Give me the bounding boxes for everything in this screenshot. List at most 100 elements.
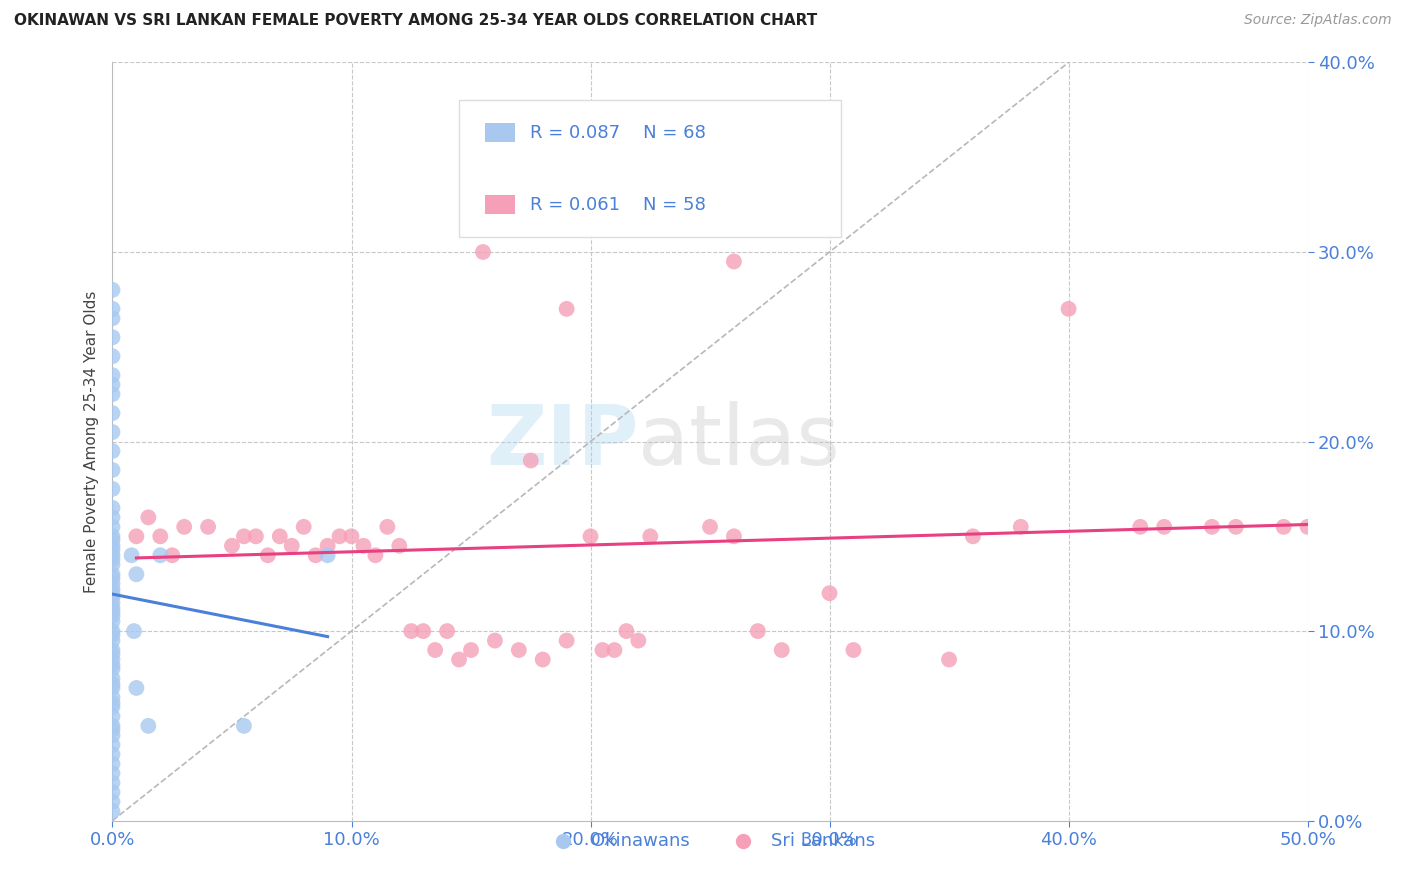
Point [101,699,124,714]
Point [101,643,124,657]
Point [233,719,256,733]
Point [401,624,423,639]
Text: atlas: atlas [638,401,839,482]
Point [508,643,530,657]
Point [101,766,124,780]
Point [770,643,793,657]
Point [329,529,352,543]
Point [1010,520,1032,534]
Point [101,795,124,809]
Point [101,633,124,648]
Y-axis label: Female Poverty Among 25-34 Year Olds: Female Poverty Among 25-34 Year Olds [84,291,100,592]
Point [101,605,124,619]
Point [101,681,124,695]
Point [101,552,124,566]
Point [101,672,124,686]
Point [579,529,602,543]
Point [149,529,172,543]
Point [138,719,160,733]
Point [101,719,124,733]
Point [101,723,124,737]
Point [101,738,124,752]
Point [651,150,673,164]
Point [101,520,124,534]
Point [1129,520,1152,534]
Point [101,624,124,639]
Point [364,548,387,563]
Point [101,804,124,818]
Bar [485,195,515,214]
Point [352,539,374,553]
Point [221,539,243,553]
Point [101,548,124,563]
Point [1296,520,1319,534]
Point [447,652,470,666]
Point [101,582,124,597]
Point [616,624,638,639]
Point [101,444,124,458]
Point [472,244,495,259]
Point [101,662,124,676]
Point [723,529,745,543]
Point [101,406,124,420]
Point [281,539,304,553]
Point [818,586,841,600]
Point [316,539,339,553]
Point [233,529,256,543]
Point [245,529,267,543]
Point [1057,301,1080,316]
Bar [485,123,515,142]
Point [101,709,124,723]
Point [257,548,280,563]
Point [627,633,650,648]
Text: R = 0.061    N = 58: R = 0.061 N = 58 [530,195,706,213]
Point [125,529,148,543]
FancyBboxPatch shape [458,101,842,236]
Point [101,558,124,572]
Point [162,548,183,563]
Point [101,539,124,553]
Point [101,756,124,771]
Point [138,510,160,524]
Point [1201,520,1223,534]
Point [121,548,143,563]
Point [101,590,124,604]
Point [101,463,124,477]
Point [101,510,124,524]
Point [101,330,124,344]
Legend: Okinawans, Sri Lankans: Okinawans, Sri Lankans [538,825,882,857]
Point [101,615,124,629]
Point [101,647,124,661]
Point [101,658,124,673]
Point [197,520,219,534]
Point [101,728,124,742]
Point [101,482,124,496]
Point [101,776,124,790]
Point [101,696,124,710]
Text: Source: ZipAtlas.com: Source: ZipAtlas.com [1244,13,1392,28]
Point [962,529,984,543]
Point [122,624,145,639]
Point [316,548,339,563]
Text: OKINAWAN VS SRI LANKAN FEMALE POVERTY AMONG 25-34 YEAR OLDS CORRELATION CHART: OKINAWAN VS SRI LANKAN FEMALE POVERTY AM… [14,13,817,29]
Point [101,349,124,363]
Point [484,633,506,648]
Point [101,601,124,615]
Point [101,533,124,548]
Point [101,628,124,642]
Point [101,567,124,582]
Point [101,542,124,557]
Point [101,690,124,705]
Point [101,283,124,297]
Point [425,643,447,657]
Point [269,529,291,543]
Point [101,368,124,383]
Point [305,548,328,563]
Point [1272,520,1295,534]
Point [592,643,614,657]
Point [101,609,124,624]
Point [101,377,124,392]
Point [101,785,124,799]
Point [531,652,554,666]
Point [412,624,434,639]
